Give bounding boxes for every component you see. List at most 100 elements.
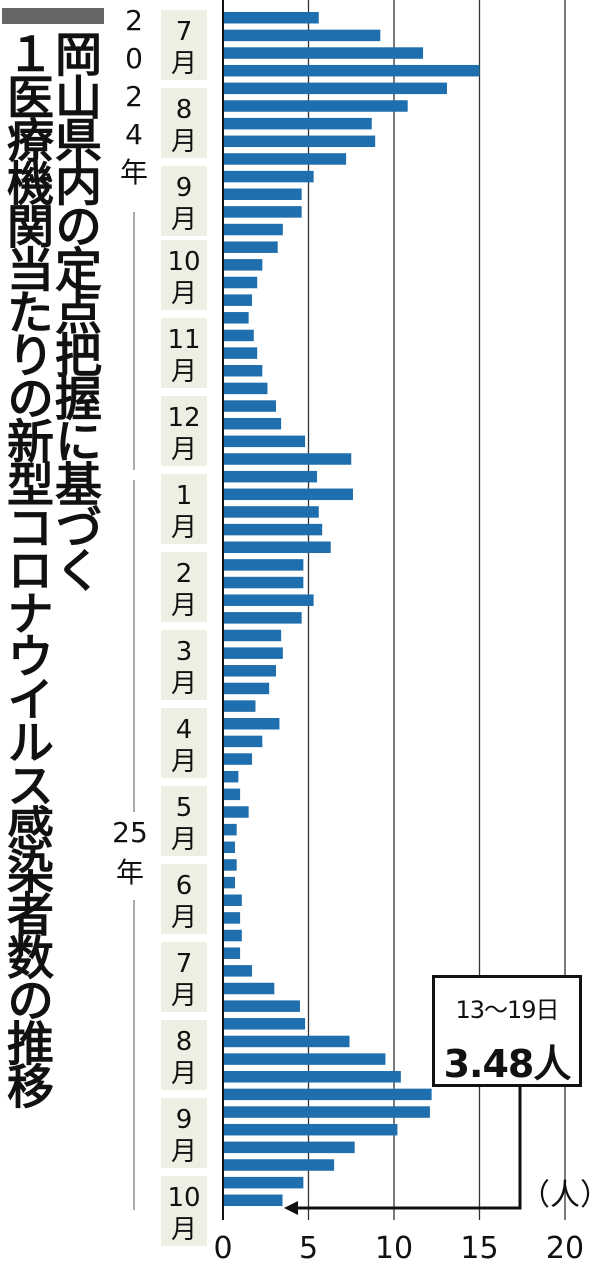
- year-label-2025-unit: 年: [116, 856, 144, 889]
- bar-59: [223, 1053, 386, 1065]
- bar-46: [223, 823, 237, 836]
- month-label-bg: [161, 942, 207, 1012]
- month-label-bg: [161, 396, 207, 466]
- month-label-bg: [161, 1098, 207, 1168]
- callout-arrow-head: [284, 1201, 298, 1215]
- bar-5: [223, 100, 408, 112]
- year-label-2025-num: 25: [112, 816, 148, 849]
- bar-38: [223, 682, 270, 695]
- bar-8: [223, 153, 347, 165]
- bar-57: [223, 1018, 306, 1030]
- bar-7: [223, 135, 376, 148]
- month-label-bg: [161, 630, 207, 700]
- month-label-bg: [161, 786, 207, 856]
- month-label-number: 11: [167, 325, 200, 355]
- month-label-bg: [161, 166, 207, 236]
- bar-29: [223, 523, 323, 536]
- bar-58: [223, 1035, 350, 1048]
- bar-11: [223, 206, 302, 218]
- month-label-unit: 月: [171, 981, 197, 1011]
- month-label-unit: 月: [171, 127, 197, 157]
- month-label-number: 9: [176, 1105, 193, 1135]
- year-label-2024-char: 2: [125, 4, 143, 37]
- x-axis-ticks: 0 5 10 15 20 （人）: [213, 1178, 600, 1266]
- month-label-unit: 月: [171, 279, 197, 309]
- bar-30: [223, 541, 331, 553]
- bar-54: [223, 965, 253, 977]
- bar-55: [223, 982, 275, 995]
- callout-arrow-line: [295, 1087, 522, 1210]
- bar-6: [223, 117, 372, 130]
- month-label-bg: [161, 1020, 207, 1090]
- bar-62: [223, 1106, 430, 1118]
- month-label-number: 6: [176, 871, 193, 901]
- month-label-bg: [161, 474, 207, 544]
- month-label-number: 7: [176, 949, 193, 979]
- month-label-unit: 月: [171, 1215, 197, 1245]
- month-label-bg: [161, 240, 207, 310]
- bar-42: [223, 753, 253, 765]
- latest-value-callout: 13〜19日 3.48人: [432, 975, 582, 1087]
- bar-10: [223, 188, 302, 200]
- x-tick-label-15: 15: [460, 1231, 498, 1266]
- bar-48: [223, 859, 237, 871]
- bar-67: [223, 1194, 283, 1207]
- month-label-number: 7: [176, 17, 193, 47]
- bar-18: [223, 329, 254, 342]
- bar-23: [223, 417, 282, 430]
- bar-64: [223, 1141, 355, 1154]
- bar-39: [223, 700, 256, 712]
- bar-61: [223, 1088, 432, 1101]
- bar-2: [223, 47, 424, 59]
- bar-9: [223, 170, 314, 183]
- month-label-unit: 月: [171, 903, 197, 933]
- bar-43: [223, 770, 239, 783]
- month-label-number: 12: [167, 403, 200, 433]
- month-label-unit: 月: [171, 435, 197, 465]
- bar-37: [223, 665, 277, 677]
- bar-24: [223, 435, 306, 448]
- month-label-unit: 月: [171, 1137, 197, 1167]
- month-label-number: 8: [176, 95, 193, 125]
- bar-4: [223, 82, 448, 95]
- month-label-bg: [161, 318, 207, 388]
- bar-16: [223, 294, 253, 306]
- bar-28: [223, 506, 319, 518]
- month-label-number: 9: [176, 173, 193, 203]
- bar-41: [223, 735, 263, 748]
- bars: [223, 12, 480, 1207]
- bar-32: [223, 576, 304, 589]
- bar-56: [223, 1000, 300, 1012]
- month-label-number: 10: [167, 247, 200, 277]
- bar-31: [223, 559, 304, 571]
- x-tick-label-20: 20: [546, 1231, 584, 1266]
- month-label-bg: [161, 88, 207, 158]
- chart-title-line-1: 岡山県内の定点把握に基づく: [46, 30, 101, 589]
- bar-53: [223, 947, 241, 959]
- bar-50: [223, 894, 242, 906]
- month-label-number: 3: [176, 637, 193, 667]
- chart-title-line-2: １医療機関当たりの新型コロナウイルス感染者数の推移: [0, 30, 53, 1105]
- bar-51: [223, 912, 241, 924]
- bar-25: [223, 453, 352, 465]
- bar-35: [223, 629, 282, 642]
- month-label-unit: 月: [171, 205, 197, 235]
- month-label-number: 10: [167, 1183, 200, 1213]
- bar-44: [223, 788, 241, 801]
- month-label-bg: [161, 552, 207, 622]
- month-label-bg: [161, 10, 207, 80]
- month-label-bg: [161, 1176, 207, 1246]
- bar-21: [223, 382, 268, 395]
- bar-45: [223, 806, 249, 818]
- month-label-unit: 月: [171, 747, 197, 777]
- year-labels: 2 0 2 4 年 25 年: [112, 4, 148, 1210]
- month-label-number: 5: [176, 793, 193, 823]
- year-label-2024-char: 年: [120, 156, 148, 189]
- year-label-2024-char: 0: [125, 42, 143, 75]
- bar-63: [223, 1123, 398, 1136]
- x-tick-label-10: 10: [375, 1231, 413, 1266]
- bar-52: [223, 929, 242, 942]
- bar-65: [223, 1159, 335, 1171]
